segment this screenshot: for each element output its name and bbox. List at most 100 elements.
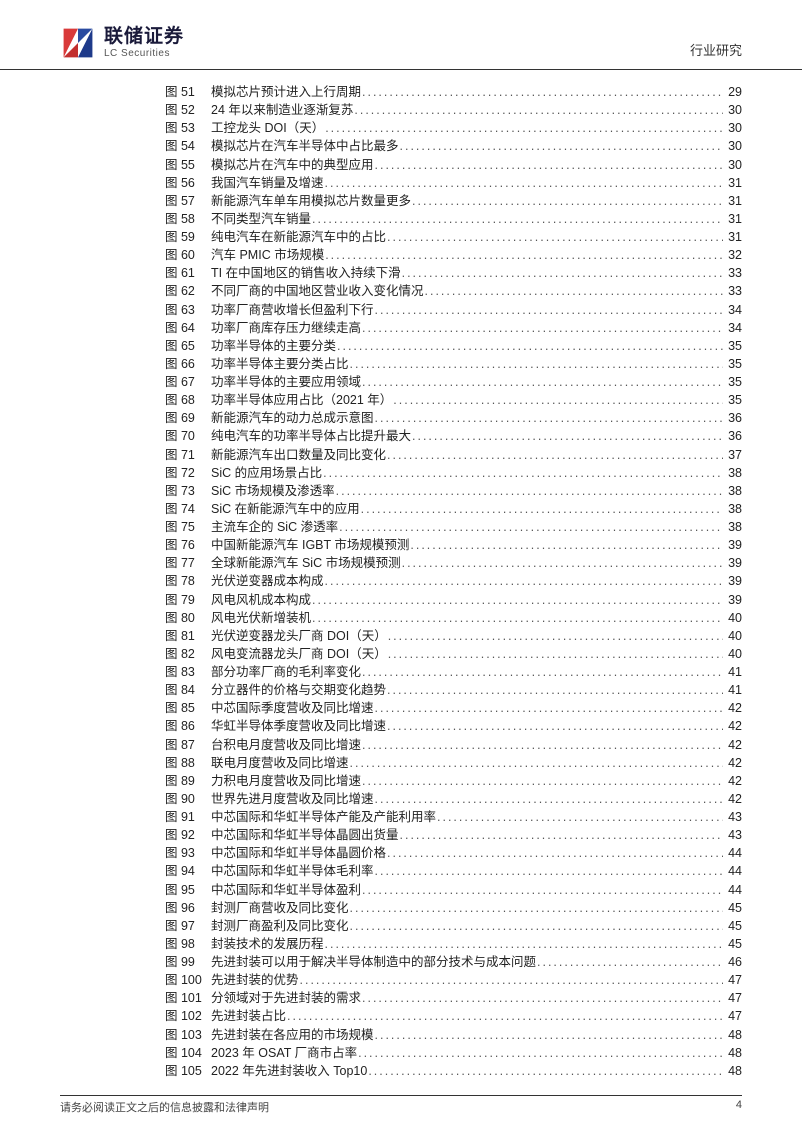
toc-label: 图 55 [165, 156, 211, 174]
toc-leader-dots [410, 536, 723, 554]
toc-leader-dots [387, 228, 723, 246]
toc-title: 模拟芯片在汽车中的典型应用 [211, 156, 374, 174]
toc-row: 图 78光伏逆变器成本构成39 [165, 572, 742, 590]
toc-page-num: 39 [724, 591, 742, 609]
toc-title: 功率厂商库存压力继续走高 [211, 319, 361, 337]
toc-leader-dots [312, 609, 723, 627]
toc-label: 图 72 [165, 464, 211, 482]
toc-label: 图 65 [165, 337, 211, 355]
toc-title: 新能源汽车出口数量及同比变化 [211, 446, 386, 464]
toc-label: 图 67 [165, 373, 211, 391]
toc-page-num: 44 [724, 881, 742, 899]
toc-page-num: 35 [724, 337, 742, 355]
toc-page-num: 38 [724, 482, 742, 500]
toc-leader-dots [337, 337, 723, 355]
toc-page-num: 42 [724, 772, 742, 790]
toc-label: 图 92 [165, 826, 211, 844]
toc-page-num: 48 [724, 1026, 742, 1044]
toc-leader-dots [362, 736, 723, 754]
logo-en: LC Securities [104, 48, 184, 59]
toc-leader-dots [375, 699, 723, 717]
toc-row: 图 103先进封装在各应用的市场规模48 [165, 1026, 742, 1044]
toc-label: 图 97 [165, 917, 211, 935]
toc-label: 图 87 [165, 736, 211, 754]
toc-label: 图 64 [165, 319, 211, 337]
toc-page-num: 38 [724, 518, 742, 536]
toc-leader-dots [387, 446, 723, 464]
toc-title: 24 年以来制造业逐渐复苏 [211, 101, 353, 119]
footer: 请务必阅读正文之后的信息披露和法律声明 4 [60, 1095, 742, 1115]
toc-page-num: 47 [724, 971, 742, 989]
toc-title: 不同厂商的中国地区营业收入变化情况 [211, 282, 424, 300]
toc-row: 图 86华虹半导体季度营收及同比增速42 [165, 717, 742, 735]
toc-label: 图 58 [165, 210, 211, 228]
toc-title: 中国新能源汽车 IGBT 市场规模预测 [211, 536, 409, 554]
toc-row: 图 5224 年以来制造业逐渐复苏30 [165, 101, 742, 119]
toc-label: 图 70 [165, 427, 211, 445]
toc-leader-dots [402, 554, 723, 572]
toc-page-num: 41 [724, 663, 742, 681]
toc-page-num: 45 [724, 899, 742, 917]
toc-leader-dots [325, 119, 723, 137]
toc-leader-dots [350, 917, 723, 935]
toc-label: 图 53 [165, 119, 211, 137]
toc-title: 新能源汽车的动力总成示意图 [211, 409, 374, 427]
toc-page-num: 31 [724, 228, 742, 246]
toc-label: 图 66 [165, 355, 211, 373]
toc-label: 图 69 [165, 409, 211, 427]
toc-title: 全球新能源汽车 SiC 市场规模预测 [211, 554, 401, 572]
toc-label: 图 76 [165, 536, 211, 554]
logo-text: 联储证券 LC Securities [104, 27, 184, 59]
toc-leader-dots [362, 772, 723, 790]
toc-row: 图 99先进封装可以用于解决半导体制造中的部分技术与成本问题46 [165, 953, 742, 971]
toc-label: 图 71 [165, 446, 211, 464]
toc-leader-dots [323, 464, 723, 482]
toc-label: 图 79 [165, 591, 211, 609]
header: 联储证券 LC Securities 行业研究 [0, 0, 802, 70]
toc-title: 先进封装可以用于解决半导体制造中的部分技术与成本问题 [211, 953, 536, 971]
toc-title: 风电变流器龙头厂商 DOI（天） [211, 645, 387, 663]
toc-leader-dots [387, 681, 723, 699]
toc-label: 图 93 [165, 844, 211, 862]
toc-title: 封测厂商盈利及同比变化 [211, 917, 349, 935]
toc-leader-dots [350, 754, 723, 772]
toc-title: 工控龙头 DOI（天） [211, 119, 324, 137]
toc-row: 图 100先进封装的优势47 [165, 971, 742, 989]
toc-row: 图 80风电光伏新增装机40 [165, 609, 742, 627]
toc-page-num: 30 [724, 101, 742, 119]
toc-title: SiC 市场规模及渗透率 [211, 482, 335, 500]
toc-label: 图 103 [165, 1026, 211, 1044]
toc-label: 图 75 [165, 518, 211, 536]
toc-title: 模拟芯片预计进入上行周期 [211, 83, 361, 101]
toc-page-num: 39 [724, 572, 742, 590]
toc-title: 部分功率厂商的毛利率变化 [211, 663, 361, 681]
toc-title: 先进封装的优势 [211, 971, 299, 989]
toc-row: 图 94中芯国际和华虹半导体毛利率44 [165, 862, 742, 880]
toc-row: 图 77全球新能源汽车 SiC 市场规模预测39 [165, 554, 742, 572]
toc-row: 图 69新能源汽车的动力总成示意图36 [165, 409, 742, 427]
toc-row: 图 92中芯国际和华虹半导体晶圆出货量43 [165, 826, 742, 844]
toc-page-num: 43 [724, 808, 742, 826]
toc-label: 图 59 [165, 228, 211, 246]
toc-title: SiC 的应用场景占比 [211, 464, 322, 482]
toc-leader-dots [388, 645, 723, 663]
toc-title: 华虹半导体季度营收及同比增速 [211, 717, 386, 735]
toc-title: 我国汽车销量及增速 [211, 174, 324, 192]
toc-page-num: 40 [724, 645, 742, 663]
toc-leader-dots [339, 518, 723, 536]
toc-page-num: 31 [724, 174, 742, 192]
toc-row: 图 59纯电汽车在新能源汽车中的占比31 [165, 228, 742, 246]
toc-label: 图 82 [165, 645, 211, 663]
toc-label: 图 105 [165, 1062, 211, 1080]
toc-page-num: 38 [724, 500, 742, 518]
toc-row: 图 71新能源汽车出口数量及同比变化37 [165, 446, 742, 464]
toc-page-num: 32 [724, 246, 742, 264]
toc-label: 图 94 [165, 862, 211, 880]
toc-label: 图 89 [165, 772, 211, 790]
toc-leader-dots [312, 210, 723, 228]
toc-leader-dots [325, 572, 723, 590]
toc-label: 图 74 [165, 500, 211, 518]
toc-title: 分领域对于先进封装的需求 [211, 989, 361, 1007]
toc-title: 风电风机成本构成 [211, 591, 311, 609]
toc-leader-dots [375, 301, 723, 319]
